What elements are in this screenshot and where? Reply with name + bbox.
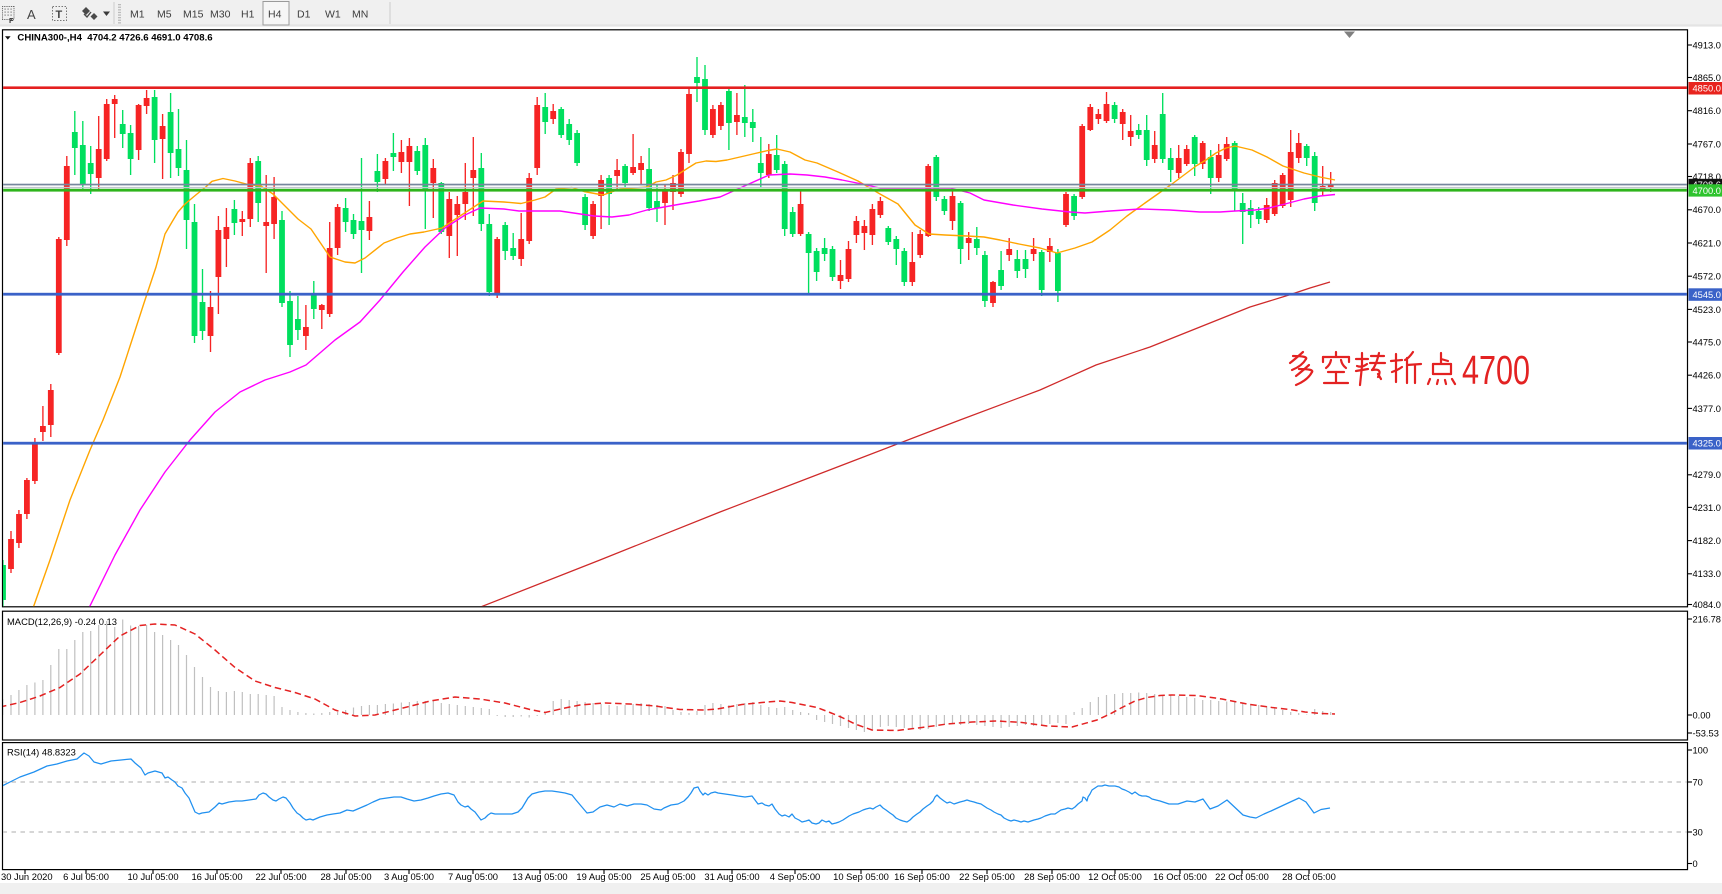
svg-text:4545.0: 4545.0 xyxy=(1693,290,1721,300)
svg-text:M1: M1 xyxy=(130,9,145,21)
svg-text:28 Oct 05:00: 28 Oct 05:00 xyxy=(1282,871,1336,882)
svg-text:4865.0: 4865.0 xyxy=(1693,73,1721,83)
svg-text:22 Sep 05:00: 22 Sep 05:00 xyxy=(959,871,1015,882)
svg-text:0: 0 xyxy=(1693,859,1698,869)
svg-text:4816.0: 4816.0 xyxy=(1693,106,1721,116)
svg-text:4 Sep 05:00: 4 Sep 05:00 xyxy=(770,871,821,882)
svg-text:4523.0: 4523.0 xyxy=(1693,305,1721,315)
svg-text:MN: MN xyxy=(352,9,368,21)
svg-text:4700: 4700 xyxy=(1462,347,1530,393)
svg-text:7 Aug 05:00: 7 Aug 05:00 xyxy=(448,871,498,882)
svg-text:CHINA300-,H4 4704.2 4726.6 46: CHINA300-,H4 4704.2 4726.6 4691.0 4708.6 xyxy=(17,33,212,44)
svg-text:31 Aug 05:00: 31 Aug 05:00 xyxy=(704,871,759,882)
svg-text:RSI(14) 48.8323: RSI(14) 48.8323 xyxy=(7,747,76,758)
svg-text:4913.0: 4913.0 xyxy=(1693,40,1721,50)
svg-text:16 Sep 05:00: 16 Sep 05:00 xyxy=(894,871,950,882)
svg-text:16 Jul 05:00: 16 Jul 05:00 xyxy=(191,871,242,882)
svg-text:4475.0: 4475.0 xyxy=(1693,337,1721,347)
svg-text:H4: H4 xyxy=(268,9,282,21)
svg-text:4621.0: 4621.0 xyxy=(1693,238,1721,248)
svg-text:12 Oct 05:00: 12 Oct 05:00 xyxy=(1088,871,1142,882)
svg-text:16 Oct 05:00: 16 Oct 05:00 xyxy=(1153,871,1207,882)
svg-text:-53.53: -53.53 xyxy=(1693,728,1719,738)
svg-text:22 Oct 05:00: 22 Oct 05:00 xyxy=(1215,871,1269,882)
svg-text:4850.0: 4850.0 xyxy=(1693,84,1721,94)
svg-text:25 Aug 05:00: 25 Aug 05:00 xyxy=(640,871,695,882)
svg-text:3 Aug 05:00: 3 Aug 05:00 xyxy=(384,871,434,882)
svg-text:4700.0: 4700.0 xyxy=(1693,186,1721,196)
svg-text:22 Jul 05:00: 22 Jul 05:00 xyxy=(255,871,306,882)
svg-text:4426.0: 4426.0 xyxy=(1693,371,1721,381)
svg-text:4231.0: 4231.0 xyxy=(1693,503,1721,513)
svg-text:30 Jun 2020: 30 Jun 2020 xyxy=(1,871,53,882)
svg-text:M30: M30 xyxy=(210,9,231,21)
svg-text:W1: W1 xyxy=(325,9,341,21)
svg-text:4670.0: 4670.0 xyxy=(1693,205,1721,215)
svg-text:70: 70 xyxy=(1693,777,1703,787)
svg-text:M5: M5 xyxy=(157,9,172,21)
svg-text:4279.0: 4279.0 xyxy=(1693,470,1721,480)
svg-text:4572.0: 4572.0 xyxy=(1693,272,1721,282)
svg-text:4182.0: 4182.0 xyxy=(1693,536,1721,546)
svg-text:4325.0: 4325.0 xyxy=(1693,439,1721,449)
svg-text:F: F xyxy=(9,16,14,25)
svg-text:0.00: 0.00 xyxy=(1693,710,1711,720)
svg-text:4377.0: 4377.0 xyxy=(1693,404,1721,414)
svg-text:100: 100 xyxy=(1693,745,1709,755)
svg-text:M15: M15 xyxy=(183,9,204,21)
svg-text:19 Aug 05:00: 19 Aug 05:00 xyxy=(576,871,631,882)
svg-text:10 Sep 05:00: 10 Sep 05:00 xyxy=(833,871,889,882)
svg-text:4767.0: 4767.0 xyxy=(1693,139,1721,149)
svg-text:4084.0: 4084.0 xyxy=(1693,600,1721,610)
svg-text:30: 30 xyxy=(1693,827,1703,837)
svg-text:D1: D1 xyxy=(297,9,311,21)
svg-text:10 Jul 05:00: 10 Jul 05:00 xyxy=(127,871,178,882)
svg-text:28 Jul 05:00: 28 Jul 05:00 xyxy=(320,871,371,882)
svg-text:13 Aug 05:00: 13 Aug 05:00 xyxy=(512,871,567,882)
svg-text:H1: H1 xyxy=(241,9,255,21)
svg-text:28 Sep 05:00: 28 Sep 05:00 xyxy=(1024,871,1080,882)
svg-text:4718.0: 4718.0 xyxy=(1693,172,1721,182)
svg-text:MACD(12,26,9) -0.24 0.13: MACD(12,26,9) -0.24 0.13 xyxy=(7,616,117,627)
svg-text:6 Jul 05:00: 6 Jul 05:00 xyxy=(63,871,109,882)
svg-text:A: A xyxy=(27,7,36,22)
svg-text:T: T xyxy=(56,9,63,21)
svg-text:4133.0: 4133.0 xyxy=(1693,569,1721,579)
svg-text:216.78: 216.78 xyxy=(1693,614,1721,624)
